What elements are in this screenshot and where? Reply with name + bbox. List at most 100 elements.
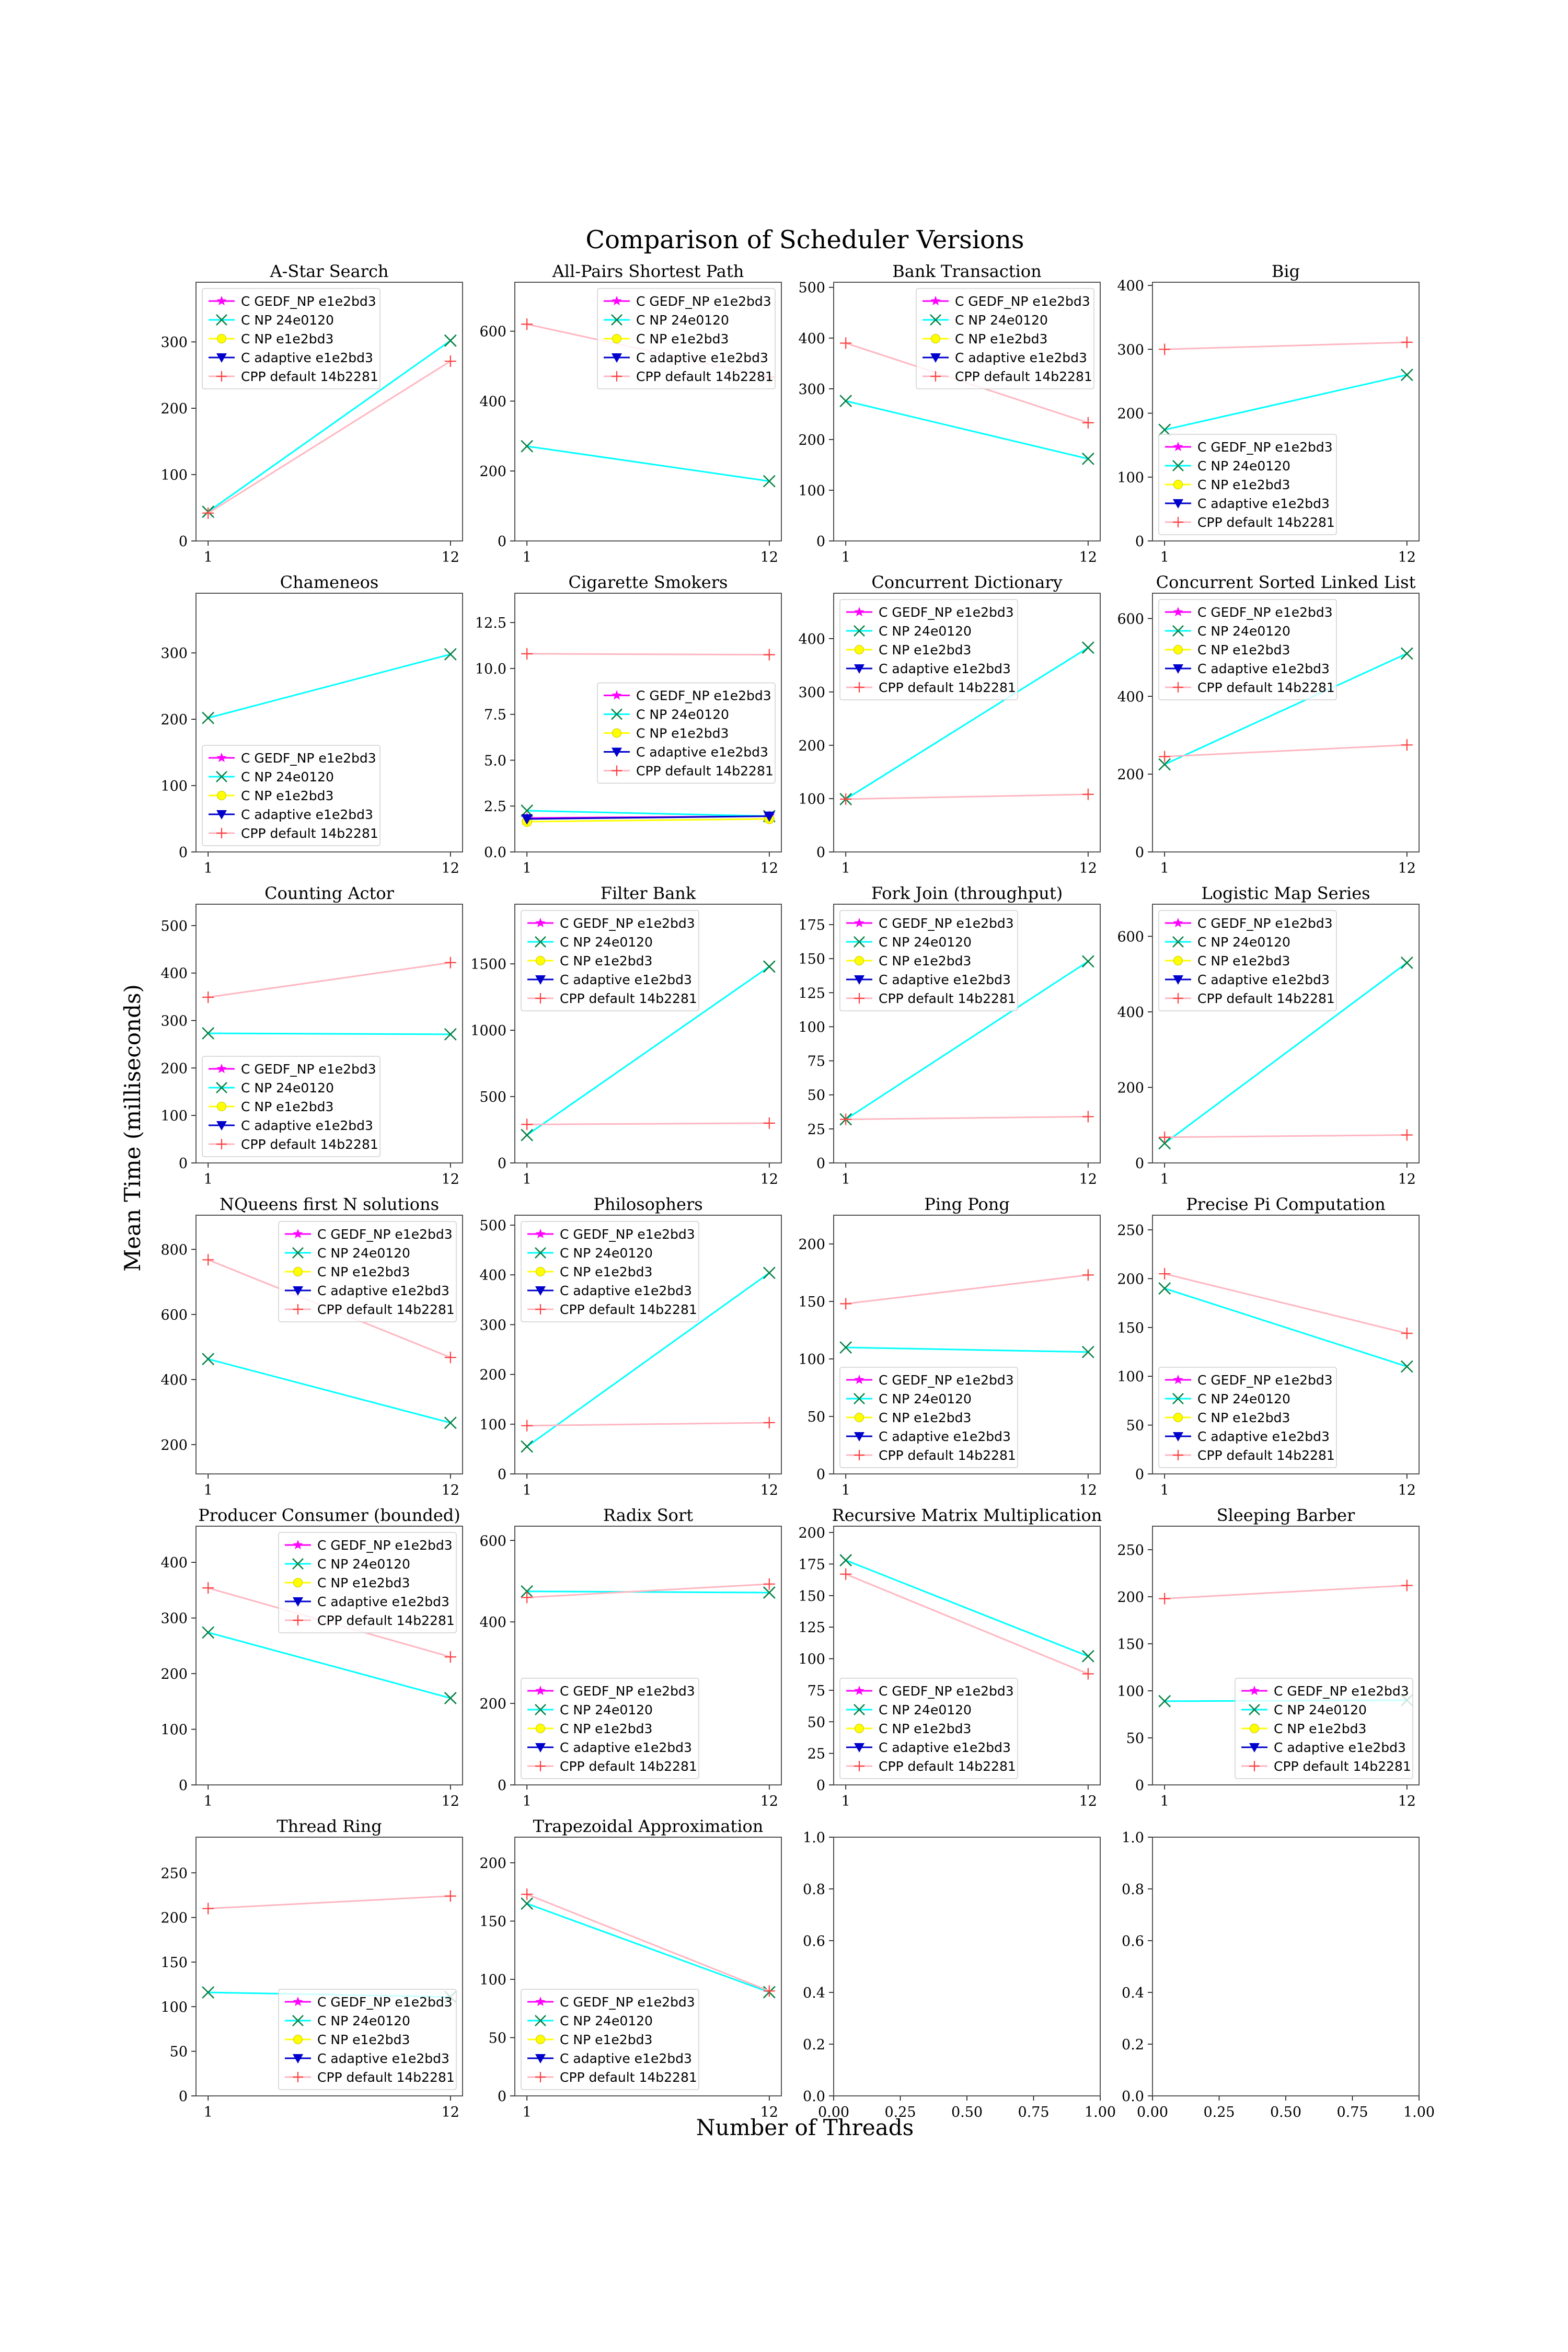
- legend-box: [1235, 1678, 1413, 1779]
- subplot-title: Precise Pi Computation: [1186, 1194, 1385, 1214]
- legend-box: [521, 1221, 699, 1322]
- figure-xlabel: Number of Threads: [696, 2115, 914, 2140]
- legend-entry-label: C NP e1e2bd3: [560, 1264, 652, 1279]
- y-tick-label: 100: [160, 1999, 188, 2015]
- legend-swatch-marker: [612, 353, 622, 363]
- y-tick-label: 200: [1117, 1589, 1144, 1606]
- plot-frame: [195, 1837, 463, 2096]
- legend-entry-label: CPP default 14b2281: [1274, 1759, 1411, 1774]
- legend-entry-label: C NP e1e2bd3: [1197, 477, 1290, 492]
- legend-box: [278, 1221, 457, 1322]
- y-tick-label: 100: [798, 1019, 825, 1035]
- legend-entry-label: C NP 24e0120: [1197, 624, 1290, 639]
- legend-box: [202, 1056, 381, 1157]
- subplot-title: NQueens first N solutions: [220, 1194, 439, 1214]
- legend-swatch-marker: [535, 2015, 546, 2026]
- y-tick-label: 200: [160, 712, 188, 728]
- data-point-marker: [521, 1888, 533, 1900]
- y-tick-label: 0: [816, 845, 825, 861]
- legend-entry-label: CPP default 14b2281: [317, 2070, 455, 2085]
- y-tick-label: 0: [498, 1467, 506, 1483]
- legend-swatch-marker: [931, 334, 940, 343]
- y-tick-label: 400: [1117, 1005, 1144, 1021]
- legend-entry-label: C GEDF_NP e1e2bd3: [241, 294, 376, 309]
- x-tick-label: 12: [1398, 1793, 1416, 1809]
- data-point-marker: [1159, 1131, 1171, 1143]
- y-tick-label: 0: [816, 534, 825, 550]
- legend-swatch-marker: [930, 314, 941, 326]
- x-tick-label: 1: [841, 1171, 850, 1187]
- legend-swatch-marker: [216, 1064, 227, 1074]
- legend-entry-label: C NP e1e2bd3: [241, 788, 333, 803]
- y-tick-label: 150: [160, 1955, 188, 1971]
- data-point-marker: [1081, 1345, 1094, 1358]
- legend-swatch-marker: [611, 314, 622, 326]
- legend-entry-label: C NP 24e0120: [879, 1391, 972, 1406]
- legend-swatch-marker: [854, 1450, 864, 1460]
- data-point-marker: [1082, 1668, 1094, 1680]
- legend-swatch-marker: [293, 1267, 303, 1276]
- legend-entry-label: C adaptive e1e2bd3: [241, 350, 373, 365]
- plot-frame: [514, 1837, 782, 2096]
- legend-swatch-marker: [612, 334, 621, 343]
- y-tick-label: 150: [1117, 1636, 1144, 1653]
- legend-swatch-marker: [535, 1247, 546, 1259]
- data-point-marker: [202, 1353, 215, 1366]
- legend-swatch-marker: [216, 1121, 227, 1131]
- legend-swatch-marker: [854, 664, 864, 674]
- legend-swatch-marker: [1172, 460, 1184, 471]
- legend-entry-label: C NP e1e2bd3: [879, 642, 971, 658]
- subplot-1: A-Star Search 0 100 200 300 1 12 C GEDF_NP e1e2…: [160, 261, 463, 566]
- data-point-marker: [763, 1586, 776, 1599]
- data-point-marker: [202, 1027, 215, 1040]
- legend-box: [1158, 599, 1337, 700]
- legend-entry-label: C adaptive e1e2bd3: [317, 1594, 449, 1609]
- plot-frame: [514, 904, 782, 1163]
- legend-entry-label: C NP e1e2bd3: [636, 726, 729, 741]
- x-tick-label: 1: [523, 549, 532, 566]
- x-tick-label: 1: [204, 1793, 213, 1809]
- legend-entry-label: C adaptive e1e2bd3: [1197, 1429, 1330, 1444]
- legend-box: [1158, 434, 1337, 535]
- series-line: [207, 962, 451, 998]
- y-tick-label: 500: [479, 1089, 506, 1105]
- data-point-marker: [521, 318, 533, 330]
- legend-entry-label: C NP 24e0120: [560, 1246, 653, 1261]
- legend-entry-label: C adaptive e1e2bd3: [1274, 1740, 1406, 1755]
- x-tick-label: 12: [760, 860, 778, 877]
- x-tick-label: 1: [1160, 1171, 1169, 1187]
- legend: C GEDF_NP e1e2bd3 C NP 24e0120 C NP e1e2bd…: [916, 288, 1094, 389]
- x-tick-label: 12: [442, 1793, 459, 1809]
- x-tick-label: 1: [523, 1171, 532, 1187]
- legend-swatch-marker: [535, 1286, 546, 1296]
- series-line: [846, 1115, 1088, 1121]
- plot-frame: [195, 1526, 463, 1785]
- legend-swatch-marker: [216, 810, 227, 820]
- legend-box: [597, 288, 776, 389]
- legend-entry-label: C NP e1e2bd3: [1197, 642, 1290, 658]
- subplot-16: Precise Pi Computation 0 50 100 150 200 250 1 12…: [1117, 1194, 1420, 1498]
- x-tick-label: 1: [204, 1171, 213, 1187]
- y-tick-label: 0: [179, 1778, 188, 1794]
- legend-swatch-marker: [216, 371, 227, 382]
- legend-entry-label: CPP default 14b2281: [560, 1759, 697, 1774]
- legend-entry-label: C NP e1e2bd3: [560, 2032, 652, 2047]
- legend-swatch-marker: [216, 314, 227, 326]
- y-tick-label: 0.4: [803, 1985, 825, 2001]
- legend-swatch-marker: [1173, 993, 1183, 1004]
- y-tick-label: 0.8: [1122, 1882, 1144, 1898]
- legend-swatch-marker: [535, 975, 546, 985]
- legend-swatch-marker: [293, 1540, 303, 1550]
- legend-swatch-marker: [612, 747, 622, 757]
- legend-box: [839, 1367, 1018, 1468]
- y-tick-label: 200: [1117, 406, 1144, 422]
- data-point-marker: [1400, 956, 1413, 969]
- legend-swatch-marker: [854, 1743, 864, 1753]
- y-tick-label: 400: [479, 1267, 506, 1284]
- legend-swatch-marker: [1173, 645, 1183, 654]
- data-point-marker: [840, 1298, 852, 1310]
- subplot-title: Counting Actor: [264, 883, 394, 903]
- legend-box: [597, 682, 776, 784]
- plot-frame: [1152, 1526, 1420, 1785]
- legend: C GEDF_NP e1e2bd3 C NP 24e0120 C NP e1e2bd…: [1158, 434, 1337, 535]
